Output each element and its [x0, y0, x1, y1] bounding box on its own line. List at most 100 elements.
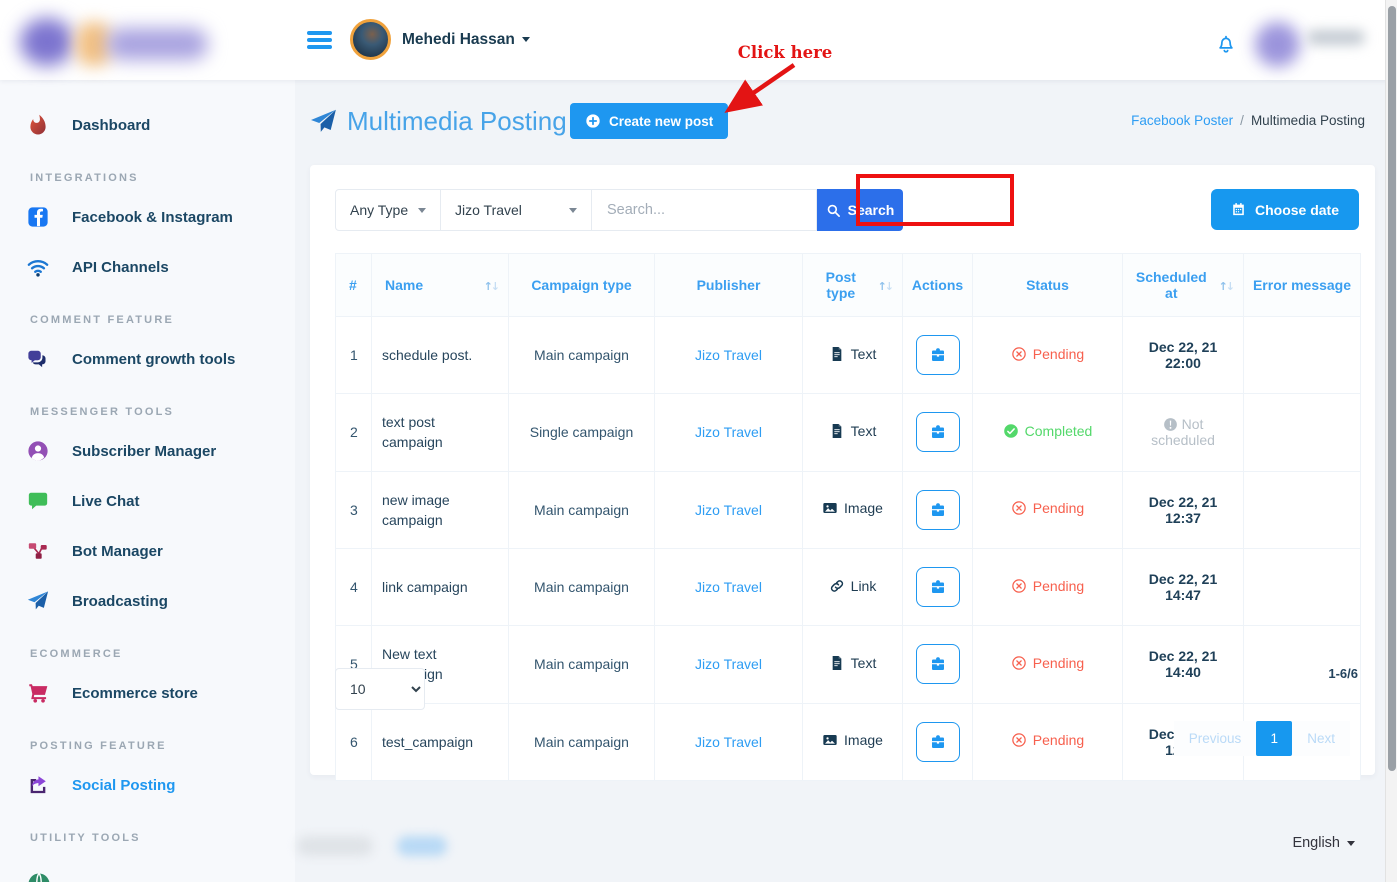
sidebar-item-broadcasting[interactable]: Broadcasting	[0, 576, 295, 626]
account-badge-blurred[interactable]	[1243, 10, 1373, 70]
badge-avatar-blur	[1255, 22, 1300, 67]
publisher-link[interactable]: Jizo Travel	[695, 579, 762, 596]
column-header-scheduled-at[interactable]: Scheduled at ↑↓	[1122, 253, 1244, 317]
post-type-badge: Text	[829, 655, 876, 671]
publisher-link[interactable]: Jizo Travel	[695, 501, 762, 518]
cell-name: text post campaign	[371, 393, 509, 472]
campaign-actions-button[interactable]	[915, 489, 960, 530]
breadcrumb-parent-link[interactable]: Facebook Poster	[1131, 113, 1234, 128]
language-selector[interactable]: English	[1292, 835, 1355, 851]
check-icon	[1003, 423, 1019, 439]
table-row: 6 test_campaign Main campaign Jizo Travel Im…	[335, 702, 1361, 781]
cell-error-message	[1243, 393, 1361, 472]
cell-actions	[902, 702, 973, 781]
sidebar-nav: Dashboard INTEGRATIONS Facebook & Instagra…	[0, 100, 295, 846]
sidebar-item-bot-manager[interactable]: Bot Manager	[0, 526, 295, 576]
publisher-link[interactable]: Jizo Travel	[695, 656, 762, 673]
page-size-select[interactable]: 10	[335, 668, 425, 710]
briefcase-icon	[929, 578, 947, 596]
status-badge: Pending	[1011, 500, 1084, 516]
user-name-label: Mehedi Hassan	[402, 31, 515, 48]
pagination-previous[interactable]: Previous	[1173, 721, 1257, 756]
pagination-next[interactable]: Next	[1292, 721, 1350, 756]
sidebar-item-social-posting[interactable]: Social Posting	[0, 760, 295, 810]
column-header--: #	[335, 253, 372, 317]
cell-campaign-type: Main campaign	[508, 470, 655, 550]
campaign-actions-button[interactable]	[915, 335, 960, 375]
cell-post-type: Text	[802, 393, 903, 472]
language-label: English	[1292, 835, 1340, 851]
sidebar-section-label: INTEGRATIONS	[30, 172, 139, 184]
hamburger-menu-icon[interactable]	[307, 31, 332, 49]
scrollbar	[1385, 0, 1397, 882]
cell-publisher: Jizo Travel	[654, 316, 803, 394]
campaign-actions-button[interactable]	[915, 644, 960, 685]
chat-icon	[27, 490, 49, 512]
column-label: Post type	[825, 269, 856, 301]
cell-number: 2	[335, 393, 372, 472]
sidebar-item-ecommerce-store[interactable]: Ecommerce store	[0, 668, 295, 718]
choose-date-button[interactable]: Choose date	[1210, 189, 1359, 230]
pagination-page-1[interactable]: 1	[1256, 721, 1293, 756]
column-header-wrap: Scheduled at ↑↓	[1131, 269, 1235, 301]
column-header-wrap: Status	[1026, 277, 1069, 293]
campaign-actions-button[interactable]	[915, 721, 960, 762]
cell-publisher: Jizo Travel	[654, 393, 803, 472]
column-header-error-message: Error message	[1243, 253, 1361, 317]
cell-status: Pending	[972, 470, 1123, 550]
notifications-bell-icon[interactable]	[1215, 32, 1237, 56]
status-badge: Pending	[1011, 732, 1084, 748]
publisher-link[interactable]: Jizo Travel	[695, 733, 762, 750]
publisher-filter-select[interactable]: Jizo Travel	[440, 189, 592, 231]
cart-icon	[27, 682, 49, 704]
create-new-post-label: Create new post	[609, 113, 714, 129]
badge-text-blur	[1307, 30, 1365, 45]
sidebar-item-label: Live Chat	[72, 492, 140, 510]
column-header-name[interactable]: Name ↑↓	[371, 253, 509, 317]
column-header-actions: Actions	[902, 253, 973, 317]
column-header-wrap: Post type ↑↓	[811, 269, 894, 301]
campaign-actions-button[interactable]	[915, 412, 960, 453]
file-icon	[829, 423, 845, 439]
sidebar-item-dashboard[interactable]: Dashboard	[0, 100, 295, 150]
user-icon	[27, 440, 49, 462]
column-label: Error message	[1252, 277, 1352, 293]
cell-actions	[902, 470, 973, 550]
type-filter-value: Any Type	[350, 202, 409, 218]
chevron-down-icon	[521, 37, 530, 43]
user-avatar[interactable]	[350, 19, 391, 60]
facebook-icon	[27, 206, 49, 228]
sidebar-item-live-chat[interactable]: Live Chat	[0, 476, 295, 526]
scrollbar-thumb[interactable]	[1388, 6, 1396, 771]
sidebar-item-facebook-instagram[interactable]: Facebook & Instagram	[0, 192, 295, 242]
cell-campaign-type: Main campaign	[508, 625, 655, 704]
app-logo[interactable]	[14, 8, 214, 72]
logo-blur-shape	[106, 28, 208, 60]
column-label: Status	[1026, 277, 1069, 293]
file-icon	[829, 346, 845, 362]
publisher-link[interactable]: Jizo Travel	[695, 347, 762, 363]
sidebar-item-api-channels[interactable]: API Channels	[0, 242, 295, 292]
status-label: Pending	[1032, 732, 1085, 749]
column-header-wrap: #	[349, 277, 357, 293]
sidebar-item-subscriber-manager[interactable]: Subscriber Manager	[0, 426, 295, 476]
campaign-actions-button[interactable]	[915, 567, 960, 608]
filter-bar: Any Type Jizo Travel Search	[335, 189, 903, 231]
create-new-post-button[interactable]: Create new post	[570, 103, 729, 139]
table-header-row: # Name ↑↓ Campaign type Publisher Post type ↑↓…	[335, 253, 1361, 317]
sidebar-item-label: Ecommerce store	[72, 684, 198, 702]
sidebar-item-comment-growth-tools[interactable]: Comment growth tools	[0, 334, 295, 384]
search-input[interactable]	[591, 189, 817, 231]
publisher-link[interactable]: Jizo Travel	[695, 424, 762, 441]
sidebar-section-label: MESSENGER TOOLS	[30, 406, 175, 418]
type-filter-select[interactable]: Any Type	[335, 189, 441, 231]
table-row: 2 text post campaign Single campaign Jizo T…	[335, 393, 1361, 472]
wifi-icon	[27, 256, 49, 278]
column-header-wrap: Publisher	[697, 277, 761, 293]
cell-actions	[902, 548, 973, 627]
sidebar-item-label: Subscriber Manager	[72, 442, 217, 460]
utility-tool-icon[interactable]	[27, 872, 51, 882]
user-menu[interactable]: Mehedi Hassan	[402, 31, 530, 49]
column-header-post-type[interactable]: Post type ↑↓	[802, 253, 903, 317]
cell-post-type: Text	[802, 625, 903, 704]
